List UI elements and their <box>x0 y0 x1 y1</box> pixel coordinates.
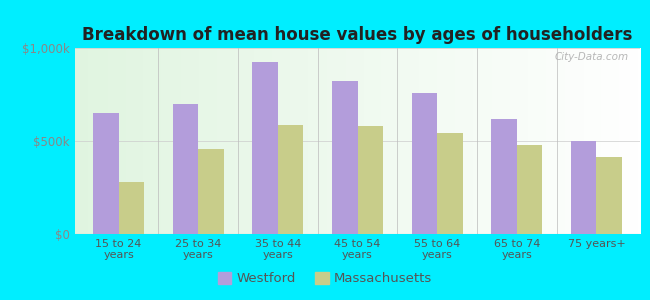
Bar <box>198 149 224 234</box>
Bar <box>571 141 597 234</box>
Bar <box>411 93 437 234</box>
Bar <box>93 113 118 234</box>
Bar <box>118 182 144 234</box>
Bar <box>491 119 517 234</box>
Bar <box>597 157 622 234</box>
Bar <box>278 125 304 234</box>
Bar <box>517 145 542 234</box>
Legend: Westford, Massachusetts: Westford, Massachusetts <box>213 266 437 290</box>
Text: City-Data.com: City-Data.com <box>555 52 629 62</box>
Title: Breakdown of mean house values by ages of householders: Breakdown of mean house values by ages o… <box>83 26 632 44</box>
Bar <box>173 104 198 234</box>
Bar <box>252 62 278 234</box>
Bar <box>437 133 463 234</box>
Bar <box>358 126 383 234</box>
Bar <box>332 82 358 234</box>
